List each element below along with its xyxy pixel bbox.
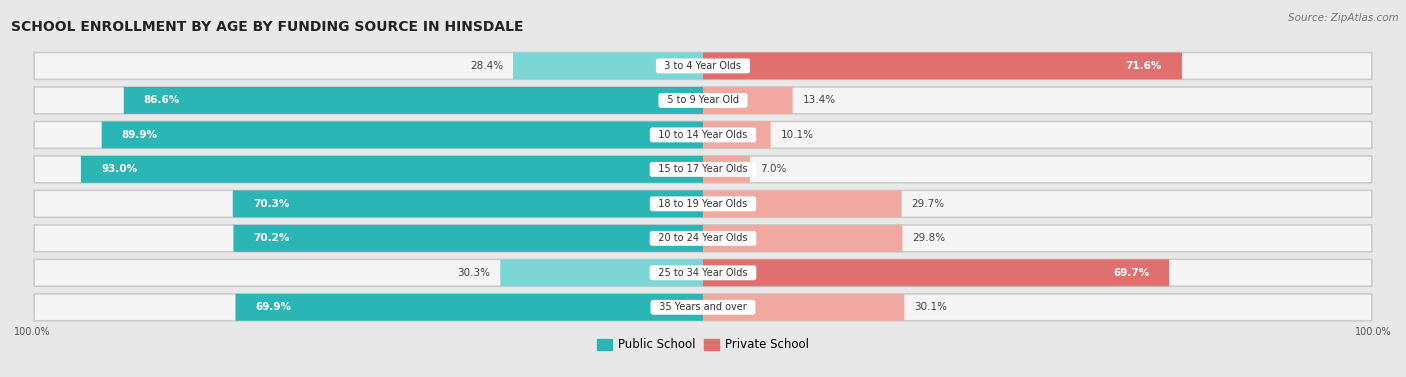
FancyBboxPatch shape	[703, 121, 770, 148]
Text: 7.0%: 7.0%	[759, 164, 786, 175]
FancyBboxPatch shape	[703, 294, 904, 321]
FancyBboxPatch shape	[235, 294, 703, 321]
Text: 70.2%: 70.2%	[253, 233, 290, 243]
Text: 5 to 9 Year Old: 5 to 9 Year Old	[661, 95, 745, 106]
Text: 69.9%: 69.9%	[256, 302, 291, 312]
Text: 18 to 19 Year Olds: 18 to 19 Year Olds	[652, 199, 754, 209]
Text: 28.4%: 28.4%	[470, 61, 503, 71]
Legend: Public School, Private School: Public School, Private School	[593, 334, 813, 356]
Text: 93.0%: 93.0%	[101, 164, 138, 175]
FancyBboxPatch shape	[34, 52, 1372, 80]
Text: 30.1%: 30.1%	[914, 302, 948, 312]
FancyBboxPatch shape	[703, 52, 1182, 80]
FancyBboxPatch shape	[703, 156, 749, 183]
FancyBboxPatch shape	[124, 87, 703, 114]
FancyBboxPatch shape	[513, 52, 703, 80]
Text: 71.6%: 71.6%	[1125, 61, 1161, 71]
FancyBboxPatch shape	[34, 121, 1372, 148]
FancyBboxPatch shape	[101, 121, 703, 148]
Text: 89.9%: 89.9%	[122, 130, 157, 140]
Text: 20 to 24 Year Olds: 20 to 24 Year Olds	[652, 233, 754, 243]
FancyBboxPatch shape	[703, 259, 1170, 286]
Text: 69.7%: 69.7%	[1114, 268, 1149, 278]
Text: 10.1%: 10.1%	[780, 130, 814, 140]
FancyBboxPatch shape	[34, 225, 1372, 252]
Text: 25 to 34 Year Olds: 25 to 34 Year Olds	[652, 268, 754, 278]
FancyBboxPatch shape	[233, 225, 703, 252]
Text: 70.3%: 70.3%	[253, 199, 290, 209]
Text: 29.8%: 29.8%	[912, 233, 945, 243]
Text: 29.7%: 29.7%	[911, 199, 945, 209]
Text: 3 to 4 Year Olds: 3 to 4 Year Olds	[658, 61, 748, 71]
FancyBboxPatch shape	[34, 87, 1372, 114]
FancyBboxPatch shape	[34, 190, 1372, 217]
FancyBboxPatch shape	[34, 156, 1372, 183]
FancyBboxPatch shape	[703, 225, 903, 252]
FancyBboxPatch shape	[34, 259, 1372, 286]
FancyBboxPatch shape	[233, 190, 703, 217]
FancyBboxPatch shape	[703, 190, 901, 217]
Text: Source: ZipAtlas.com: Source: ZipAtlas.com	[1288, 13, 1399, 23]
Text: 30.3%: 30.3%	[457, 268, 491, 278]
FancyBboxPatch shape	[703, 87, 793, 114]
Text: 100.0%: 100.0%	[14, 327, 51, 337]
Text: 35 Years and over: 35 Years and over	[652, 302, 754, 312]
Text: 10 to 14 Year Olds: 10 to 14 Year Olds	[652, 130, 754, 140]
FancyBboxPatch shape	[34, 294, 1372, 321]
Text: 13.4%: 13.4%	[803, 95, 835, 106]
Text: 86.6%: 86.6%	[143, 95, 180, 106]
Text: SCHOOL ENROLLMENT BY AGE BY FUNDING SOURCE IN HINSDALE: SCHOOL ENROLLMENT BY AGE BY FUNDING SOUR…	[11, 20, 524, 34]
Text: 100.0%: 100.0%	[1355, 327, 1392, 337]
Text: 15 to 17 Year Olds: 15 to 17 Year Olds	[652, 164, 754, 175]
FancyBboxPatch shape	[82, 156, 703, 183]
FancyBboxPatch shape	[501, 259, 703, 286]
